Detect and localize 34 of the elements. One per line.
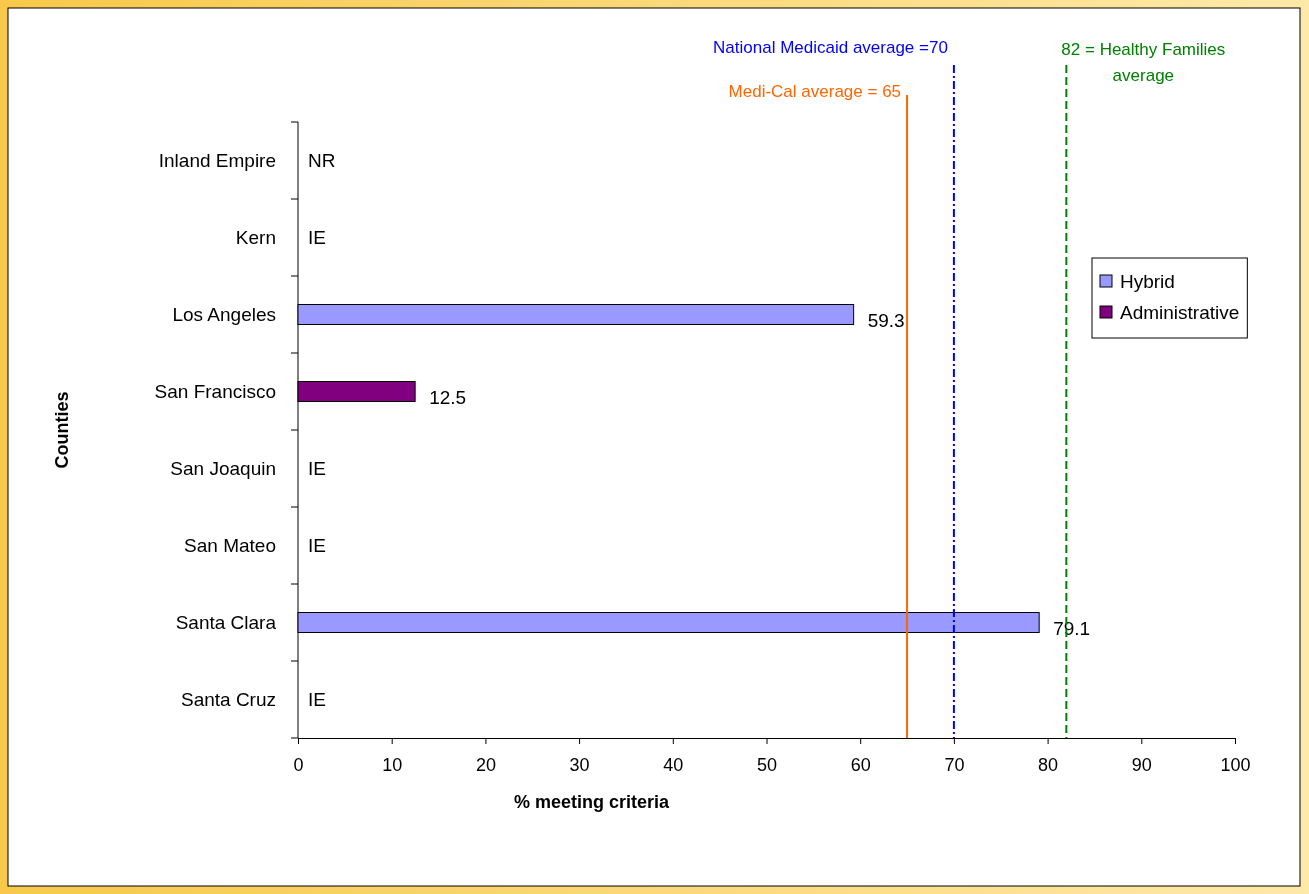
x-tick-label: 0 bbox=[293, 754, 304, 775]
text: IE bbox=[308, 458, 326, 480]
y-axis-title: Counties bbox=[52, 391, 72, 469]
y-tick-label: Santa Clara bbox=[175, 611, 277, 633]
text: IE bbox=[308, 227, 326, 249]
ref-line-label: Medi-Cal average = 65 bbox=[728, 82, 902, 101]
x-axis-title: % meeting criteria bbox=[513, 792, 671, 812]
y-tick-label: San Joaquin bbox=[170, 457, 276, 479]
x-tick-label: 100 bbox=[1220, 754, 1251, 775]
y-tick-label: Inland Empire bbox=[158, 149, 276, 171]
y-tick-label: Kern bbox=[235, 226, 276, 248]
legend-label: Hybrid bbox=[1120, 270, 1175, 292]
x-tick-label: 50 bbox=[756, 754, 778, 775]
y-tick-label: San Francisco bbox=[154, 380, 276, 402]
x-tick-label: 20 bbox=[475, 754, 496, 775]
ref-line-label: National Medicaid average =70 bbox=[713, 38, 948, 57]
text: IE bbox=[308, 689, 326, 711]
x-tick-label: 40 bbox=[663, 754, 684, 775]
x-tick-label: 80 bbox=[1038, 754, 1059, 775]
y-tick-label: San Mateo bbox=[184, 534, 276, 556]
x-tick-label: 60 bbox=[850, 754, 871, 775]
text: IE bbox=[308, 535, 326, 557]
ref-line-label: 82 = Healthy Families average bbox=[1061, 40, 1226, 85]
y-tick-label: Santa Cruz bbox=[180, 688, 276, 710]
data-label: 79.1 bbox=[1053, 618, 1091, 640]
text: NR bbox=[308, 150, 336, 172]
x-tick-label: 90 bbox=[1131, 754, 1152, 775]
x-tick-label: 10 bbox=[382, 754, 403, 775]
x-tick-label: 30 bbox=[569, 754, 590, 775]
y-tick-label: Los Angeles bbox=[172, 303, 276, 325]
legend-label: Administrative bbox=[1120, 301, 1240, 323]
x-tick-label: 70 bbox=[944, 754, 965, 775]
data-label: 59.3 bbox=[867, 310, 905, 332]
data-label: 12.5 bbox=[429, 387, 467, 409]
